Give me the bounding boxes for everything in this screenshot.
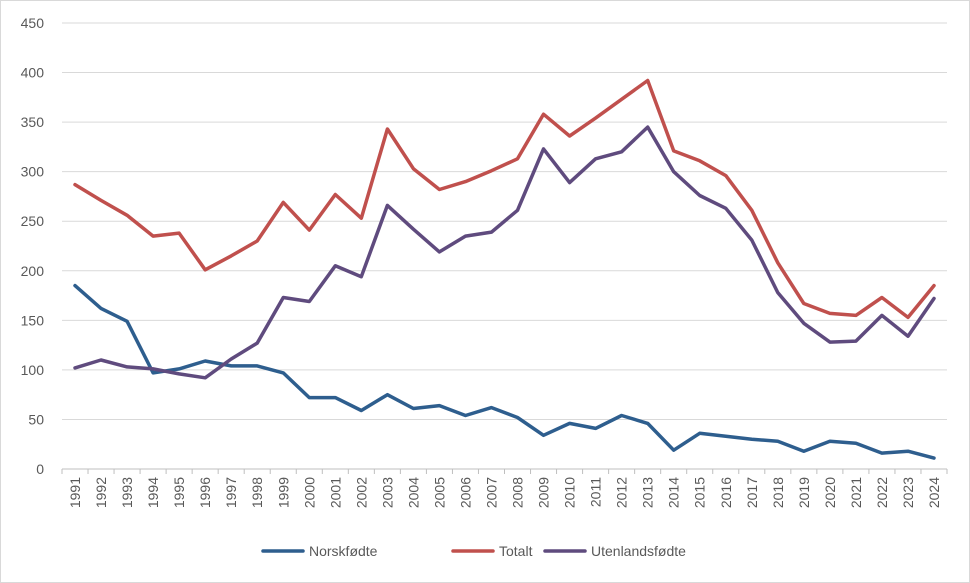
series-line-utenlandsfødte xyxy=(73,125,936,380)
x-tick-label: 2024 xyxy=(926,477,942,508)
y-tick-label: 50 xyxy=(28,411,44,427)
x-tick-label: 2016 xyxy=(718,477,734,508)
x-tick-label: 2000 xyxy=(301,477,317,508)
legend-label: Totalt xyxy=(499,543,533,559)
x-tick-label: 2007 xyxy=(483,477,499,508)
legend-label: Norskfødte xyxy=(309,543,378,559)
x-tick-label: 2011 xyxy=(588,477,604,507)
x-tick-label: 1995 xyxy=(171,477,187,508)
y-tick-label: 450 xyxy=(21,15,45,31)
x-tick-label: 2015 xyxy=(692,477,708,508)
y-tick-label: 300 xyxy=(21,164,45,180)
x-tick-label: 2023 xyxy=(900,477,916,508)
y-tick-label: 350 xyxy=(21,114,45,130)
x-tick-label: 2022 xyxy=(874,477,890,508)
x-tick-label: 1991 xyxy=(67,477,83,508)
x-tick-label: 2008 xyxy=(510,477,526,508)
x-tick-label: 2010 xyxy=(562,477,578,508)
x-tick-label: 1996 xyxy=(197,477,213,508)
x-tick-label: 1993 xyxy=(119,477,135,508)
x-tick-label: 2018 xyxy=(770,477,786,508)
y-tick-label: 0 xyxy=(36,461,44,477)
x-tick-label: 2021 xyxy=(848,477,864,508)
x-tick-label: 2020 xyxy=(822,477,838,508)
x-tick-label: 2001 xyxy=(327,477,343,508)
y-tick-label: 400 xyxy=(21,65,45,81)
x-tick-label: 2003 xyxy=(379,477,395,508)
x-tick-label: 2012 xyxy=(614,477,630,508)
y-tick-label: 100 xyxy=(21,362,45,378)
x-tick-label: 1997 xyxy=(223,477,239,508)
y-tick-label: 250 xyxy=(21,213,45,229)
x-tick-label: 1994 xyxy=(145,477,161,508)
x-tick-label: 1998 xyxy=(249,477,265,508)
x-tick-label: 2014 xyxy=(666,477,682,508)
x-tick-label: 2006 xyxy=(457,477,473,508)
y-tick-label: 150 xyxy=(21,312,45,328)
x-tick-label: 2013 xyxy=(640,477,656,508)
x-tick-label: 2019 xyxy=(796,477,812,508)
series-line-norskfødte xyxy=(73,283,936,460)
x-tick-label: 2009 xyxy=(536,477,552,508)
x-tick-label: 2005 xyxy=(431,477,447,508)
x-tick-label: 2002 xyxy=(353,477,369,508)
x-tick-label: 1992 xyxy=(93,477,109,508)
x-tick-label: 2004 xyxy=(405,477,421,508)
y-tick-label: 200 xyxy=(21,263,45,279)
x-tick-label: 1999 xyxy=(275,477,291,508)
x-tick-label: 2017 xyxy=(744,477,760,508)
legend-label: Utenlandsfødte xyxy=(591,543,686,559)
series-line-totalt xyxy=(73,78,936,320)
